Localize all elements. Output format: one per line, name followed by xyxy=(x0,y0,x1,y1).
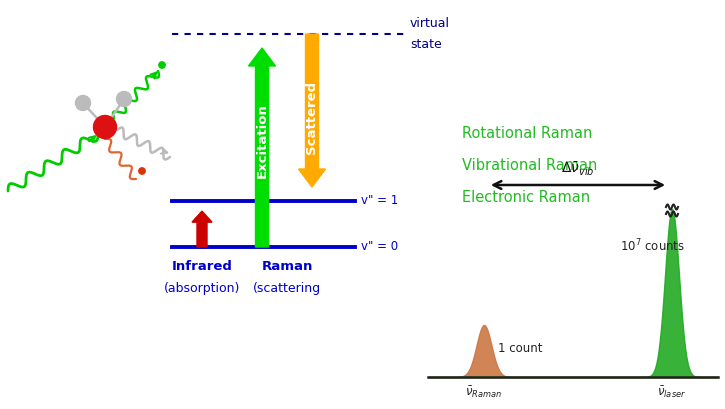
FancyArrow shape xyxy=(192,211,212,247)
Text: virtual: virtual xyxy=(410,17,450,30)
Circle shape xyxy=(138,168,145,174)
Text: Raman: Raman xyxy=(261,260,312,273)
FancyArrow shape xyxy=(249,48,276,247)
Text: state: state xyxy=(410,38,442,51)
Circle shape xyxy=(159,62,165,68)
Circle shape xyxy=(94,115,117,139)
Text: Scattered: Scattered xyxy=(305,81,318,154)
Text: v" = 0: v" = 0 xyxy=(361,240,398,254)
Text: (scattering: (scattering xyxy=(253,282,321,295)
Circle shape xyxy=(75,95,91,110)
Text: $\bar{\nu}_{Raman}$: $\bar{\nu}_{Raman}$ xyxy=(465,384,502,400)
FancyArrow shape xyxy=(299,34,326,187)
Text: 10$^7$ counts: 10$^7$ counts xyxy=(620,238,685,254)
Text: v" = 1: v" = 1 xyxy=(361,195,398,207)
Text: $\bar{\nu}_{laser}$: $\bar{\nu}_{laser}$ xyxy=(658,384,687,400)
Text: $\Delta\bar{\nu}_{vib}$: $\Delta\bar{\nu}_{vib}$ xyxy=(561,161,594,178)
Text: 1 count: 1 count xyxy=(498,342,542,355)
Text: (absorption): (absorption) xyxy=(164,282,240,295)
Text: Rotational Raman: Rotational Raman xyxy=(462,126,592,142)
Circle shape xyxy=(117,92,131,106)
Text: Electronic Raman: Electronic Raman xyxy=(462,191,590,205)
Text: Excitation: Excitation xyxy=(255,103,268,178)
Text: Vibrational Raman: Vibrational Raman xyxy=(462,159,597,173)
Text: Infrared: Infrared xyxy=(172,260,233,273)
